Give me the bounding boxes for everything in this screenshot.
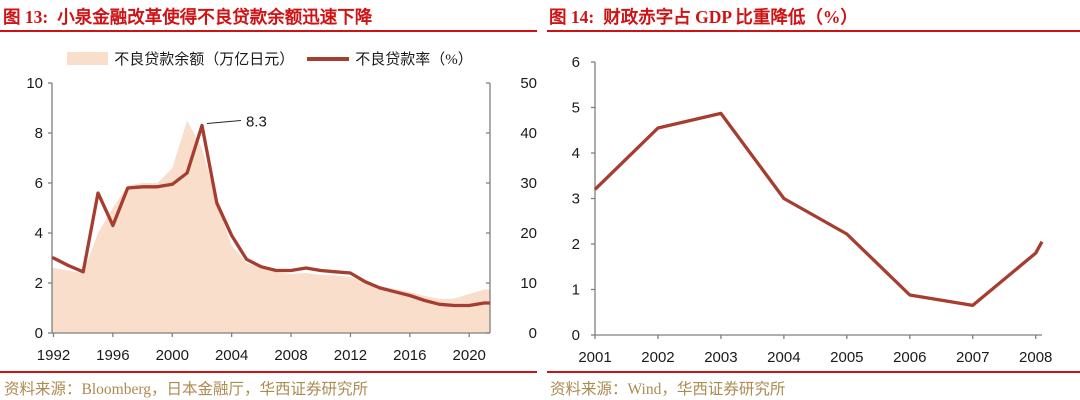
figure-14-title: 图 14: 财政赤字占 GDP 比重降低（%） <box>549 4 858 29</box>
x-axis-label: 2008 <box>274 347 307 364</box>
x-axis-label: 2005 <box>830 349 863 365</box>
x-axis-label: 2004 <box>767 349 800 365</box>
title-underline <box>547 30 1080 33</box>
npl-ratio-line <box>51 123 490 308</box>
figure-number: 图 13: <box>3 7 49 27</box>
x-axis-label: 2003 <box>704 349 737 365</box>
line-swatch <box>307 56 350 61</box>
left-axis-label: 8 <box>35 125 43 142</box>
source-note: 资料来源：Bloomberg，日本金融厅，华西证券研究所 <box>4 381 368 398</box>
right-axis-label: 0 <box>529 325 537 342</box>
figure-title-text: 小泉金融改革使得不良贷款余额迅速下降 <box>57 7 373 27</box>
x-axis-label: 2006 <box>893 349 926 365</box>
x-axis-label: 1996 <box>96 347 129 364</box>
annotation-connector <box>206 119 242 125</box>
y-axis-label: 0 <box>572 327 580 344</box>
legend-item-npl-ratio: 不良贷款率（%） <box>307 48 473 69</box>
x-axis-label: 2020 <box>453 347 486 364</box>
right-axis-label: 40 <box>520 125 537 142</box>
x-axis-label: 1992 <box>37 347 70 364</box>
left-axis-label: 6 <box>35 175 43 192</box>
figure-title-text: 财政赤字占 GDP 比重降低（%） <box>603 7 858 27</box>
left-axis-label: 2 <box>35 275 43 292</box>
y-axis-label: 6 <box>572 54 580 71</box>
fiscal-deficit-chart: 0 1 2 3 4 5 6 2001 2002 2003 2004 2005 2006 2007 2008 <box>572 54 1053 365</box>
title-underline <box>0 30 537 33</box>
figure-13-panel: 图 13: 小泉金融改革使得不良贷款余额迅速下降 不良贷款余额（万亿日元） 不良贷… <box>0 4 540 398</box>
x-axis-label: 2002 <box>641 349 674 365</box>
x-axis-label: 2001 <box>578 349 611 365</box>
y-axis-label: 5 <box>572 100 580 117</box>
legend-label: 不良贷款率（%） <box>355 52 473 68</box>
x-axis-label: 2012 <box>334 347 367 364</box>
right-axis-label: 30 <box>520 175 537 192</box>
npl-balance-area <box>52 120 490 333</box>
x-axis-label: 2007 <box>956 349 989 365</box>
x-axis-label: 2016 <box>393 347 426 364</box>
right-axis-label: 10 <box>520 275 537 292</box>
area-swatch <box>67 52 109 65</box>
legend-item-npl-balance: 不良贷款余额（万亿日元） <box>67 48 294 69</box>
figure-14-panel: 图 14: 财政赤字占 GDP 比重降低（%） 0 1 2 3 4 5 6 2001 2002 20… <box>540 0 1080 400</box>
x-axis-label: 2004 <box>215 347 248 364</box>
figure-number: 图 14: <box>549 7 595 27</box>
y-axis-label: 2 <box>572 236 580 253</box>
y-axis-label: 4 <box>572 145 580 162</box>
deficit-line <box>593 111 1044 308</box>
npl-balance-ratio-chart: 0 2 4 6 8 10 0 10 20 30 40 50 1992 1996 2000 2004 2008 20… <box>26 75 537 364</box>
left-axis-label: 0 <box>35 325 43 342</box>
right-axis-label: 50 <box>520 75 537 92</box>
source-note: 资料来源：Wind，华西证券研究所 <box>550 381 786 398</box>
right-axis-label: 20 <box>520 225 537 242</box>
legend-label: 不良贷款余额（万亿日元） <box>114 52 295 68</box>
x-axis-label: 2008 <box>1019 349 1052 365</box>
peak-annotation: 8.3 <box>246 114 267 131</box>
source-divider <box>547 371 1080 374</box>
source-divider <box>0 371 537 374</box>
x-axis-label: 2000 <box>156 347 189 364</box>
figure-13-title: 图 13: 小泉金融改革使得不良贷款余额迅速下降 <box>3 4 372 29</box>
left-axis-label: 4 <box>35 225 43 242</box>
left-axis-label: 10 <box>26 75 43 92</box>
y-axis-label: 1 <box>572 282 580 299</box>
figure-13-legend: 不良贷款余额（万亿日元） 不良贷款率（%） <box>0 48 540 69</box>
y-axis-label: 3 <box>572 191 580 208</box>
